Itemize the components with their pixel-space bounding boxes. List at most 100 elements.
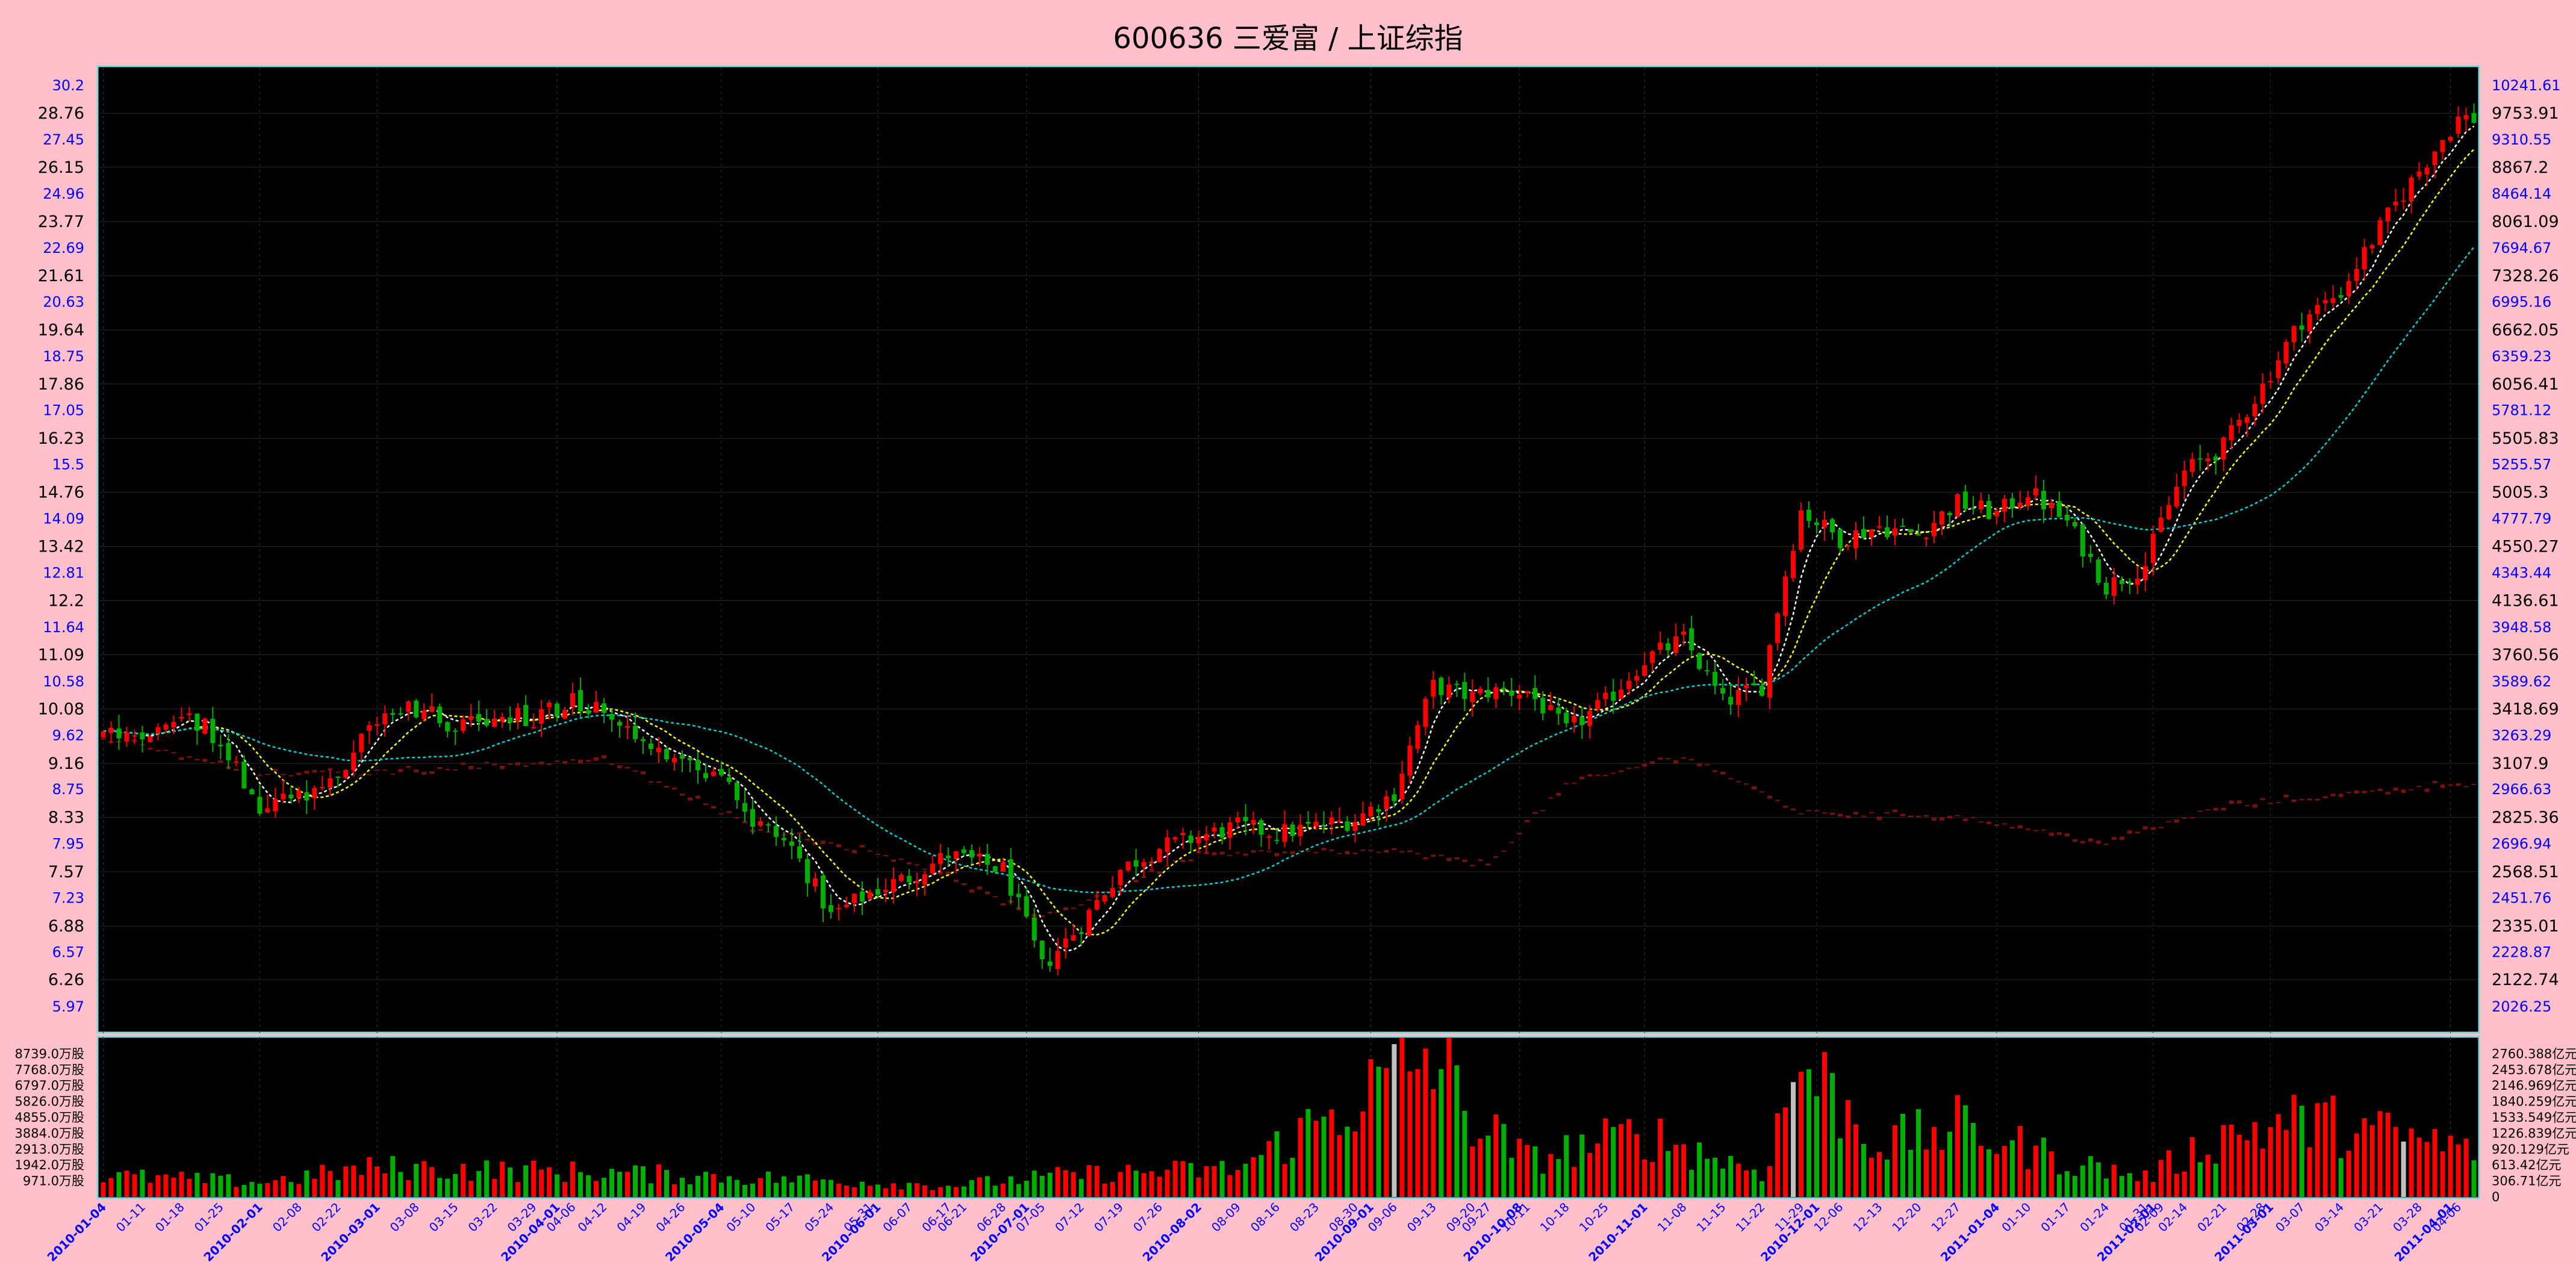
index-candle: [671, 788, 677, 790]
volume-bar: [2252, 1122, 2257, 1197]
volume-bar: [2393, 1127, 2398, 1197]
index-candle: [492, 763, 497, 766]
date-tick-label: 12-13: [1850, 1200, 1885, 1235]
index-candle: [1501, 850, 1507, 852]
volume-bar: [1611, 1127, 1616, 1197]
volume-bar: [1556, 1159, 1561, 1197]
volume-bar: [1478, 1139, 1483, 1197]
candle-body: [671, 757, 677, 763]
index-tick-right: 2335.01: [2492, 917, 2559, 936]
index-candle: [1047, 912, 1053, 914]
index-candle: [1587, 774, 1593, 777]
volume-bar: [155, 1175, 161, 1197]
date-tick-label: 03-21: [2351, 1200, 2386, 1235]
candle-body: [2471, 113, 2477, 123]
volume-bar: [1329, 1109, 1334, 1197]
index-candle: [1063, 907, 1068, 910]
volume-bar: [773, 1183, 779, 1197]
volume-bar: [1666, 1151, 1671, 1197]
volume-bar: [891, 1183, 896, 1197]
candle-body: [101, 732, 106, 738]
volume-bar: [1235, 1170, 1240, 1197]
candle-body: [977, 854, 982, 857]
date-tick-label: 01-11: [113, 1200, 148, 1235]
candle-body: [1251, 819, 1256, 824]
candle-body: [2072, 521, 2077, 526]
volume-bar: [1752, 1169, 1757, 1197]
volume-bar: [2166, 1150, 2171, 1197]
volume-bar: [703, 1172, 709, 1197]
date-tick-label: 07-19: [1091, 1200, 1126, 1235]
volume-bar: [1868, 1157, 1874, 1197]
candle-body: [2260, 383, 2265, 404]
index-candle: [1799, 813, 1804, 815]
index-candle: [1227, 854, 1233, 856]
candle-body: [656, 747, 662, 753]
candle-body: [2088, 553, 2093, 557]
volume-bar: [1962, 1105, 1968, 1197]
index-candle: [1752, 786, 1757, 790]
volume-bar: [2064, 1171, 2070, 1197]
volume-bar: [1799, 1072, 1804, 1197]
index-candle: [2338, 794, 2344, 797]
index-candle: [1345, 851, 1350, 854]
candle-body: [906, 875, 912, 883]
candle-body: [218, 744, 223, 747]
candle-body: [586, 710, 591, 714]
volume-bar: [2448, 1136, 2453, 1197]
volume-bar: [742, 1184, 747, 1197]
amount-tick-right: 2453.678亿元: [2492, 1063, 2576, 1077]
index-candle: [2127, 830, 2132, 834]
candle-body: [406, 701, 411, 712]
candle-body: [304, 792, 310, 801]
volume-bar: [445, 1178, 450, 1197]
volume-bar: [2002, 1146, 2007, 1197]
candle-body: [1125, 861, 1131, 871]
date-tick-label: 01-24: [2077, 1200, 2112, 1235]
volume-bar: [2463, 1138, 2469, 1197]
candle-body: [1078, 933, 1084, 934]
candle-body: [2056, 501, 2062, 517]
index-candle: [1102, 891, 1107, 893]
volume-bar: [687, 1184, 693, 1197]
volume-bar: [1149, 1171, 1154, 1197]
index-candle: [1900, 813, 1906, 816]
candle-body: [1470, 692, 1475, 703]
amount-tick-right: 1226.839亿元: [2492, 1126, 2576, 1140]
index-candle: [977, 886, 982, 890]
index-candle: [171, 752, 176, 754]
volume-bar: [1337, 1135, 1342, 1197]
candle-body: [938, 853, 943, 865]
price-tick-left: 13.42: [38, 538, 84, 556]
candle-body: [1799, 510, 1804, 550]
index-candle: [2362, 791, 2367, 794]
volume-bar: [679, 1178, 685, 1197]
volume-bar: [1063, 1170, 1068, 1197]
candle-body: [2002, 499, 2007, 512]
volume-bar: [1227, 1175, 1233, 1197]
candle-body: [375, 724, 380, 726]
price-axis-labels: 28.76 9753.91 26.15 8867.2 23.77 8061.09 21.61…: [38, 77, 2561, 1015]
moving-averages: [103, 125, 2475, 952]
volume-bar: [1454, 1065, 1460, 1197]
volume-bar: [781, 1176, 786, 1197]
candle-body: [1478, 689, 1483, 694]
volume-bar: [1744, 1170, 1749, 1197]
volume-bar: [288, 1182, 294, 1197]
volume-bar: [2017, 1126, 2023, 1197]
candle-body: [2213, 456, 2218, 461]
volume-bar: [2025, 1169, 2030, 1197]
volume-bar: [367, 1157, 372, 1197]
candle-body: [1846, 545, 1851, 547]
candle-body: [171, 721, 176, 728]
date-tick-label: 01-17: [2038, 1200, 2073, 1235]
candle-body: [2322, 300, 2328, 303]
candle-body: [1493, 687, 1499, 700]
volume-bar: [1720, 1168, 1726, 1197]
volume-bar: [2354, 1133, 2359, 1197]
index-candle: [2197, 810, 2203, 812]
index-candle: [547, 763, 552, 765]
volume-bar: [1313, 1120, 1319, 1197]
candle-body: [2080, 524, 2085, 557]
volume-bar: [163, 1174, 169, 1197]
